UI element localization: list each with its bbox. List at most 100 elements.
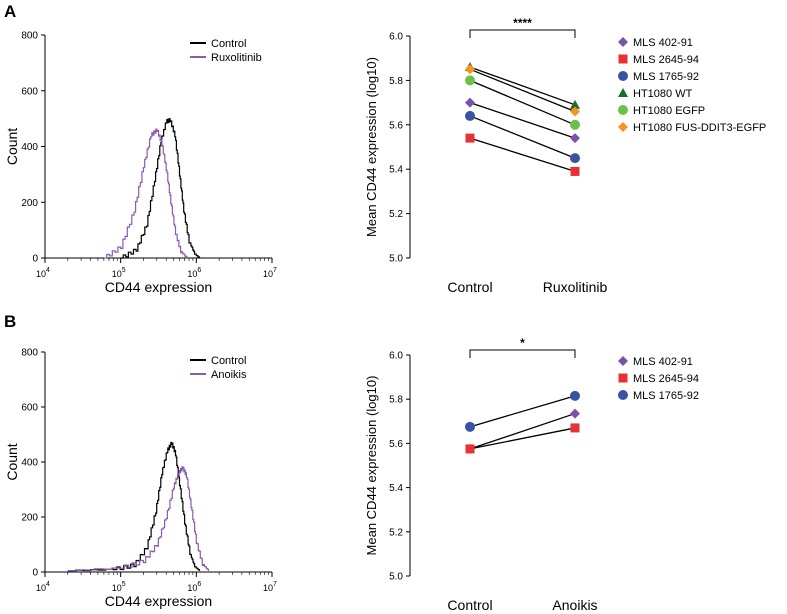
B-scatter-y-tick-label-5: 6.0 xyxy=(389,351,403,362)
A-scatter-legend-label-0: MLS 402-91 xyxy=(633,37,693,49)
B-scatter-legend-marker-1 xyxy=(618,373,628,383)
B-scatter-point-0-1 xyxy=(570,408,580,419)
A-hist-x-tick-label-0: 104 xyxy=(36,267,50,279)
A-scatter-point-0-1 xyxy=(570,133,580,144)
B-hist-series-control xyxy=(67,441,201,572)
A-hist-y-tick-label-3: 600 xyxy=(21,86,38,97)
B-hist-x-tick-label-1: 105 xyxy=(112,581,126,593)
A-hist-y-tick-label-4: 800 xyxy=(21,31,38,42)
A-scatter-legend-marker-3 xyxy=(618,88,628,97)
A-scatter-pair-line-2 xyxy=(469,115,576,159)
B-scatter-y-axis-label: Mean CD44 expression (log10) xyxy=(364,376,379,556)
A-scatter-legend-label-4: HT1080 EGFP xyxy=(633,105,705,117)
A-hist-legend-label-1: Ruxolitinib xyxy=(211,52,262,64)
B-hist-y-tick-label-1: 200 xyxy=(21,513,38,524)
A-scatter-point-5-1 xyxy=(570,106,580,117)
A-scatter-significance-bracket xyxy=(469,29,576,38)
B-hist-x-tick-exponent-3: 7 xyxy=(273,581,277,588)
B-hist-x-tick-label-2: 106 xyxy=(187,581,201,593)
A-scatter-point-2-1 xyxy=(570,153,580,164)
A-hist-y-tick-label-1: 200 xyxy=(21,198,38,209)
B-scatter-significance-label: * xyxy=(520,336,525,350)
B-hist-x-tick-exponent-1: 5 xyxy=(122,581,126,588)
A-hist-y-tick-label-0: 0 xyxy=(32,254,38,265)
A-scatter-y-tick-label-0: 5.0 xyxy=(389,254,403,265)
A-scatter-legend-marker-4 xyxy=(618,105,628,115)
B-scatter-point-2-0 xyxy=(465,421,475,432)
B-hist-x-axis-label: CD44 expression xyxy=(105,593,212,609)
B-scatter-pair-line-1 xyxy=(469,427,576,450)
A-scatter-legend-marker-5 xyxy=(618,122,628,132)
B-scatter-pair-line-2 xyxy=(469,395,576,428)
B-hist-y-tick-label-0: 0 xyxy=(32,568,38,579)
B-hist-x-tick-exponent-0: 4 xyxy=(46,581,50,588)
B-hist-y-tick-label-3: 600 xyxy=(21,403,38,414)
A-scatter-pair-line-0 xyxy=(469,101,576,139)
A-scatter-y-tick-label-5: 6.0 xyxy=(389,32,403,43)
B-scatter-point-1-1 xyxy=(570,423,580,433)
B-scatter-category-label-0: Control xyxy=(447,597,492,613)
A-hist-x-axis-label: CD44 expression xyxy=(105,279,212,295)
B-scatter-pair-line-0 xyxy=(469,412,576,450)
B-scatter-point-2-1 xyxy=(570,390,580,401)
A-scatter-point-5-0 xyxy=(465,64,475,75)
A-hist-x-tick-exponent-1: 5 xyxy=(122,267,126,274)
B-hist-legend-label-0: Control xyxy=(211,355,246,367)
A-scatter-point-1-0 xyxy=(465,133,475,143)
B-scatter-legend-marker-0 xyxy=(618,356,628,366)
B-scatter-point-1-0 xyxy=(465,444,475,454)
A-hist-series-control xyxy=(120,118,201,259)
B-scatter-y-tick-label-4: 5.8 xyxy=(389,395,403,406)
A-scatter-pair-line-4 xyxy=(469,79,576,126)
A-scatter-category-label-0: Control xyxy=(447,279,492,295)
A-hist-y-tick-label-2: 400 xyxy=(21,142,38,153)
A-scatter-category-label-1: Ruxolitinib xyxy=(543,279,608,295)
A-scatter-y-axis-label: Mean CD44 expression (log10) xyxy=(364,57,379,237)
B-hist-x-tick-exponent-2: 6 xyxy=(197,581,201,588)
A-scatter-point-3-1 xyxy=(570,99,580,109)
A-scatter-y-tick-label-2: 5.4 xyxy=(389,165,403,176)
B-hist-legend-label-1: Anoikis xyxy=(211,369,247,381)
A-scatter-pair-line-1 xyxy=(469,137,576,173)
A-scatter-point-4-0 xyxy=(465,75,475,86)
A-scatter-y-tick-label-4: 5.8 xyxy=(389,76,403,87)
B-scatter-y-tick-label-2: 5.4 xyxy=(389,483,403,494)
B-scatter-significance-bracket xyxy=(469,349,576,358)
A-scatter-legend-label-2: MLS 1765-92 xyxy=(633,71,699,83)
B-scatter-y-tick-label-0: 5.0 xyxy=(389,572,403,583)
A-scatter-point-4-1 xyxy=(570,119,580,130)
A-hist-x-tick-exponent-3: 7 xyxy=(273,267,277,274)
A-scatter-legend-label-3: HT1080 WT xyxy=(633,88,693,100)
A-scatter-significance-label: **** xyxy=(513,16,532,30)
A-scatter-legend-marker-2 xyxy=(618,71,628,81)
B-hist-y-axis-label: Count xyxy=(4,443,20,480)
B-scatter-y-tick-label-3: 5.6 xyxy=(389,439,403,450)
A-hist-x-tick-exponent-2: 6 xyxy=(197,267,201,274)
B-scatter-legend-label-0: MLS 402-91 xyxy=(633,356,693,368)
A-scatter-point-2-0 xyxy=(465,110,475,121)
B-scatter-legend-label-2: MLS 1765-92 xyxy=(633,390,699,402)
B-scatter-y-tick-label-1: 5.2 xyxy=(389,527,403,538)
B-scatter-legend-marker-2 xyxy=(618,390,628,400)
B-hist-x-tick-label-3: 107 xyxy=(263,581,277,593)
A-hist-x-tick-label-1: 105 xyxy=(112,267,126,279)
A-scatter-pair-line-5 xyxy=(469,68,576,113)
A-scatter-point-1-1 xyxy=(570,166,580,176)
A-scatter-legend-marker-0 xyxy=(618,37,628,47)
A-scatter-point-0-0 xyxy=(465,97,475,108)
A-hist-x-tick-label-2: 106 xyxy=(187,267,201,279)
B-hist-y-tick-label-4: 800 xyxy=(21,348,38,359)
B-hist-series-anoikis xyxy=(67,466,210,572)
B-hist-x-tick-label-0: 104 xyxy=(36,581,50,593)
A-scatter-legend-label-5: HT1080 FUS-DDIT3-EGFP xyxy=(633,122,766,134)
A-hist-y-axis-label: Count xyxy=(4,128,20,165)
A-scatter-y-tick-label-1: 5.2 xyxy=(389,209,403,220)
panel-letter-b: B xyxy=(4,312,17,331)
A-scatter-legend-label-1: MLS 2645-94 xyxy=(633,54,699,66)
A-scatter-legend-marker-1 xyxy=(618,54,628,64)
B-hist-y-tick-label-2: 400 xyxy=(21,458,38,469)
panel-letter-a: A xyxy=(4,2,17,21)
A-scatter-y-tick-label-3: 5.6 xyxy=(389,120,403,131)
B-scatter-legend-label-1: MLS 2645-94 xyxy=(633,373,699,385)
